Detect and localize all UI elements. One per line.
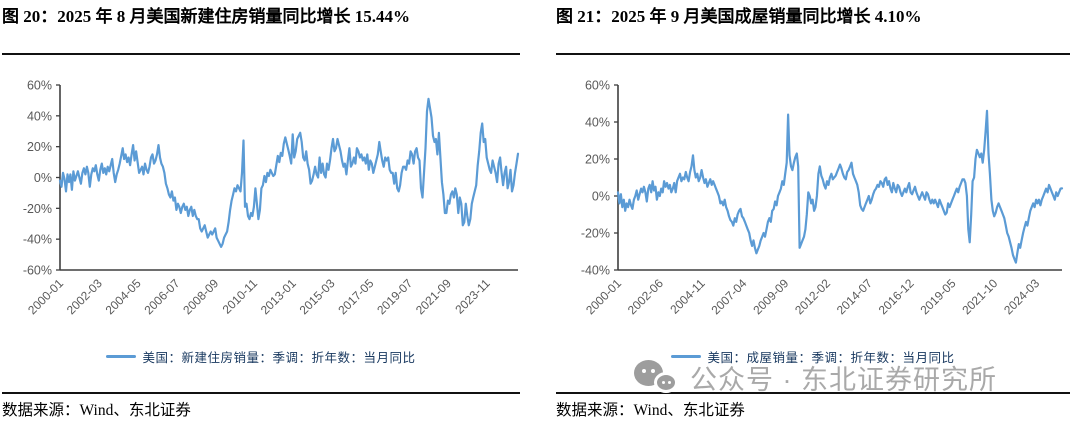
- legend: 美国：新建住房销量：季调：折年数：当月同比: [2, 347, 520, 366]
- wechat-icon: [634, 359, 680, 397]
- legend-line-marker: [106, 355, 137, 358]
- existing-home-sales-chart: 60% 40% 20% 0% -20% -40%2000-01 2002-06 2004-11…: [581, 79, 1064, 317]
- svg-text:2019-07: 2019-07: [374, 276, 415, 317]
- legend-label: 美国：成屋销量：季调：折年数：当月同比: [707, 351, 955, 365]
- svg-text:2010-11: 2010-11: [220, 276, 261, 317]
- svg-text:2024-03: 2024-03: [1001, 276, 1042, 317]
- svg-text:-20%: -20%: [23, 202, 52, 216]
- panel-new-home-sales: 图 20：2025 年 8 月美国新建住房销量同比增长 15.44% 60% 40…: [2, 0, 520, 426]
- svg-text:2008-09: 2008-09: [180, 276, 221, 317]
- source-divider: [556, 392, 1070, 394]
- svg-text:-40%: -40%: [23, 233, 52, 247]
- new-home-sales-chart: 60%40%20%0%-20%-40%-60%2000-012002-03200…: [23, 79, 520, 317]
- svg-text:20%: 20%: [27, 140, 52, 154]
- svg-text:2015-03: 2015-03: [297, 276, 338, 317]
- svg-text:2004-11: 2004-11: [667, 276, 708, 317]
- svg-text:2002-06: 2002-06: [625, 276, 666, 317]
- svg-text:2016-12: 2016-12: [876, 276, 917, 317]
- title-divider: [2, 53, 520, 55]
- svg-text:20%: 20%: [585, 153, 610, 167]
- svg-text:2013-01: 2013-01: [258, 276, 299, 317]
- svg-text:2017-05: 2017-05: [335, 276, 376, 317]
- svg-text:2023-11: 2023-11: [452, 276, 493, 317]
- svg-text:2009-09: 2009-09: [750, 276, 791, 317]
- svg-text:2021-10: 2021-10: [959, 276, 1000, 317]
- svg-text:-40%: -40%: [581, 264, 610, 278]
- legend-label: 美国：新建住房销量：季调：折年数：当月同比: [142, 351, 416, 365]
- svg-text:0%: 0%: [592, 190, 610, 204]
- source-text: 数据来源：Wind、东北证券: [556, 402, 745, 419]
- svg-text:2006-07: 2006-07: [141, 276, 182, 317]
- svg-text:2007-04: 2007-04: [708, 276, 749, 317]
- svg-text:2019-05: 2019-05: [918, 276, 959, 317]
- svg-text:-60%: -60%: [23, 264, 52, 278]
- svg-text:60%: 60%: [27, 79, 52, 93]
- svg-text:0%: 0%: [34, 171, 52, 185]
- legend: 美国：成屋销量：季调：折年数：当月同比: [556, 347, 1070, 366]
- panel-existing-home-sales: 图 21：2025 年 9 月美国成屋销量同比增长 4.10% 60% 40% 20…: [556, 0, 1070, 426]
- svg-text:2000-01: 2000-01: [25, 276, 66, 317]
- figure-21-title: 图 21：2025 年 9 月美国成屋销量同比增长 4.10%: [556, 7, 922, 26]
- legend-line-marker: [671, 355, 702, 358]
- watermark: 公众号 · 东北证券研究所: [634, 358, 997, 397]
- svg-text:40%: 40%: [27, 109, 52, 123]
- svg-text:-20%: -20%: [581, 227, 610, 241]
- source-text: 数据来源：Wind、东北证券: [2, 402, 191, 419]
- svg-text:40%: 40%: [585, 116, 610, 130]
- figure-20-title: 图 20：2025 年 8 月美国新建住房销量同比增长 15.44%: [2, 7, 410, 26]
- svg-text:2000-01: 2000-01: [583, 276, 624, 317]
- watermark-text: 公众号 · 东北证券研究所: [690, 365, 997, 395]
- title-divider: [556, 53, 1070, 55]
- svg-text:2014-07: 2014-07: [834, 276, 875, 317]
- svg-text:2002-03: 2002-03: [64, 276, 105, 317]
- svg-text:2012-02: 2012-02: [792, 276, 833, 317]
- svg-text:60%: 60%: [585, 79, 610, 93]
- svg-text:2004-05: 2004-05: [103, 276, 144, 317]
- svg-text:2021-09: 2021-09: [413, 276, 454, 317]
- source-divider: [2, 392, 520, 394]
